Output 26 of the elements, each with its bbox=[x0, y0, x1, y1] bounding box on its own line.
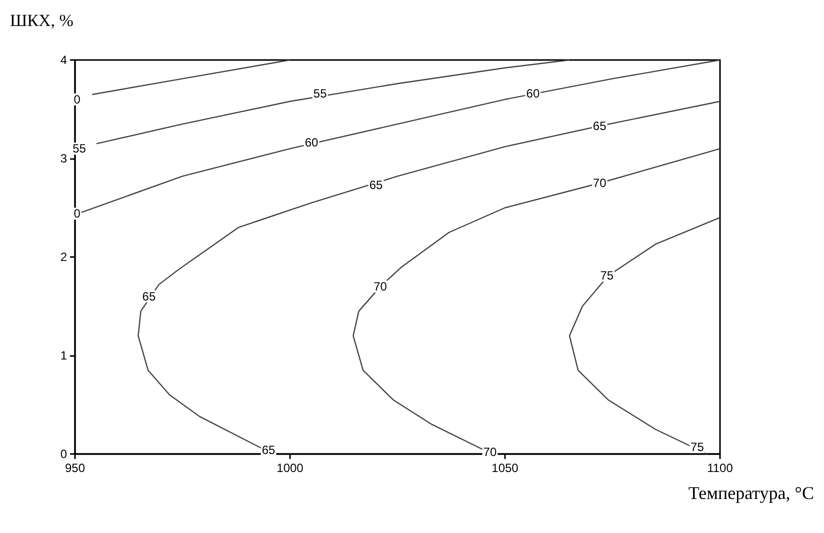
annotation: 55 bbox=[72, 142, 86, 156]
annotation: 0 bbox=[74, 92, 81, 106]
annotation: 60 bbox=[304, 136, 318, 150]
annotation: 75 bbox=[600, 268, 614, 283]
annotation: 70 bbox=[483, 445, 497, 460]
x-tick-label: 950 bbox=[64, 461, 86, 475]
annotation: 65 bbox=[142, 289, 156, 304]
x-tick-label: 1050 bbox=[492, 461, 519, 475]
y-tick-label: 3 bbox=[60, 152, 68, 166]
y-tick-label: 4 bbox=[60, 53, 68, 67]
annotation: 65 bbox=[592, 118, 607, 133]
annotation: 75 bbox=[690, 440, 704, 454]
x-axis-title: Температура, °C bbox=[688, 483, 814, 503]
annotation: 70 bbox=[592, 176, 607, 190]
annotation: 55 bbox=[313, 86, 328, 100]
x-tick-label: 1000 bbox=[276, 461, 304, 475]
annotation: 0 bbox=[74, 206, 81, 221]
annotation: 60 bbox=[526, 86, 540, 100]
annotation: 65 bbox=[369, 178, 383, 192]
y-tick-label: 1 bbox=[60, 348, 68, 362]
y-tick-label: 0 bbox=[60, 447, 68, 461]
y-axis-title: ШКХ, % bbox=[10, 11, 74, 30]
x-tick-label: 1100 bbox=[707, 461, 734, 475]
annotation: 70 bbox=[374, 280, 388, 294]
y-tick-label: 2 bbox=[60, 250, 68, 264]
annotation: 65 bbox=[262, 443, 276, 458]
